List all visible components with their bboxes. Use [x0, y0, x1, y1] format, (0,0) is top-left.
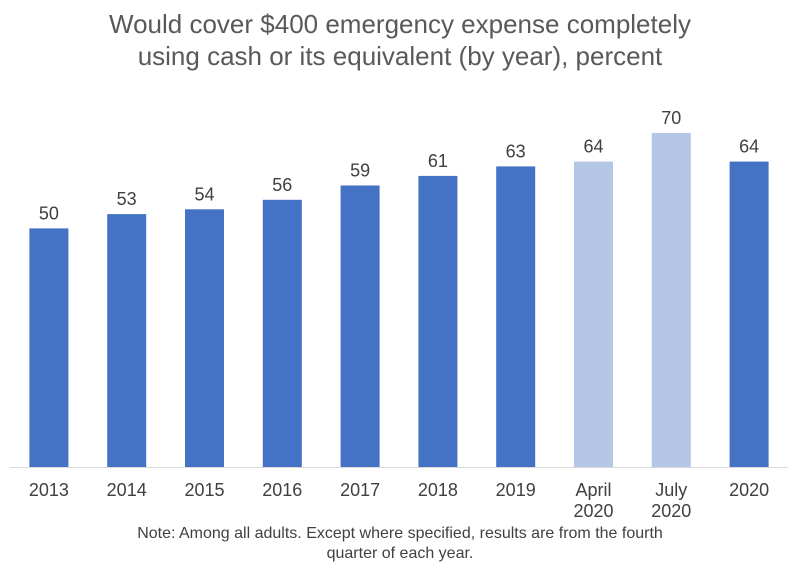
x-tick-label-3: 2016: [262, 480, 302, 500]
value-label-2: 54: [194, 184, 214, 204]
bar-5: [418, 175, 458, 467]
bar-9: [729, 161, 769, 467]
bars-layer: [29, 133, 769, 468]
bar-2: [185, 209, 224, 468]
chart-title: Would cover $400 emergency expense compl…: [40, 8, 760, 72]
chart-title-line-2: using cash or its equivalent (by year), …: [137, 41, 663, 71]
bar-8: [651, 133, 691, 467]
value-label-0: 50: [39, 203, 59, 223]
x-tick-label-7: April 2020: [573, 480, 613, 521]
value-label-8: 70: [661, 108, 681, 128]
x-tick-label-4: 2017: [340, 480, 380, 500]
x-tick-label-5: 2018: [418, 480, 458, 500]
x-tick-label-2: 2015: [184, 480, 224, 500]
value-label-1: 53: [117, 189, 137, 209]
bar-4: [340, 185, 380, 467]
bar-7: [574, 161, 613, 467]
chart-title-line-1: Would cover $400 emergency expense compl…: [109, 9, 691, 39]
x-tick-label-8: July 2020: [651, 480, 691, 521]
value-label-6: 63: [506, 141, 526, 161]
chart-note-line-1: Note: Among all adults. Except where spe…: [137, 525, 663, 542]
bar-0: [29, 228, 69, 467]
value-labels-layer: 50 53 54 56 59 61 63 64 70 64: [39, 108, 759, 223]
x-tick-label-1: 2014: [107, 480, 147, 500]
bar-6: [496, 166, 536, 467]
bar-1: [107, 214, 147, 467]
x-tick-label-9: 2020: [729, 480, 769, 500]
chart-note: Note: Among all adults. Except where spe…: [90, 524, 710, 564]
value-label-5: 61: [428, 151, 448, 171]
x-tick-label-6: 2019: [496, 480, 536, 500]
value-label-7: 64: [583, 137, 603, 157]
value-label-3: 56: [272, 175, 292, 195]
chart-note-line-2: quarter of each year.: [326, 545, 474, 562]
value-label-4: 59: [350, 161, 370, 181]
tick-labels-layer: 2013 2014 2015 2016 2017 2018 2019 April 2020 Jul…: [29, 480, 769, 521]
value-label-9: 64: [739, 137, 759, 157]
bar-3: [262, 199, 302, 468]
x-tick-label-0: 2013: [29, 480, 69, 500]
